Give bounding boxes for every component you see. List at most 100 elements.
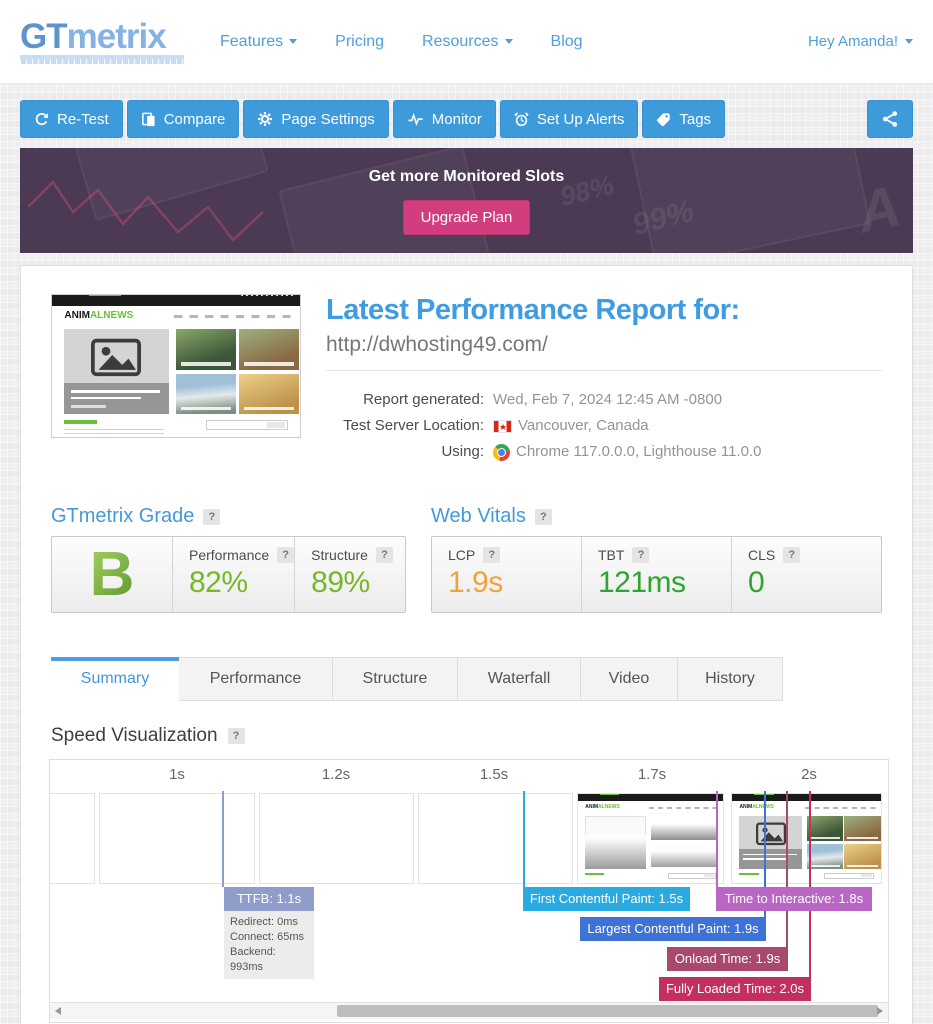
gtmetrix-grade-section: GTmetrix Grade? B Performance? 82% Struc… [51,505,406,614]
help-icon[interactable]: ? [534,508,552,525]
largest-contentful-paint-label[interactable]: Largest Contentful Paint: 1.9s [580,917,766,942]
mock-topbar [578,794,723,802]
ttfb-label[interactable]: TTFB: 1.1s [224,887,314,912]
filmstrip-frame-blank [99,793,255,885]
scrollbar-thumb[interactable] [337,1005,878,1018]
nav-item-features[interactable]: Features [220,32,298,51]
monitor-icon [408,112,423,126]
ttfb-connect: Connect: 65ms [230,931,304,944]
onload-time-label[interactable]: Onload Time: 1.9s [667,947,788,972]
banner-title: Get more Monitored Slots [368,168,565,185]
nav-label: Features [220,32,284,50]
user-menu-label: Hey Amanda! [807,33,898,50]
first-contentful-paint-label[interactable]: First Contentful Paint: 1.5s [523,887,690,912]
set-up-alerts-button[interactable]: Set Up Alerts [499,100,639,138]
report-url: http://dwhosting49.com/ [326,333,548,357]
time-to-interactive-label[interactable]: Time to Interactive: 1.8s [716,887,872,912]
filmstrip-frame-loading: ANIMALNEWS [577,793,724,885]
scroll-right-arrow[interactable] [877,1007,883,1016]
monitor-button[interactable]: Monitor [392,100,496,138]
structure-metric: Structure? 89% [294,537,405,613]
tab-performance[interactable]: Performance [179,657,333,702]
help-icon[interactable]: ? [483,547,501,564]
report-info: Latest Performance Report for: http://dw… [326,294,882,465]
tbt-metric: TBT? 121ms [581,537,731,613]
retest-button[interactable]: Re-Test [20,100,123,138]
nav-item-blog[interactable]: Blog [551,33,583,51]
mock-hero-caption [64,382,169,415]
help-icon[interactable]: ? [375,547,393,564]
mock-nav [173,314,293,319]
site-header: GTmetrix Features Pricing Resources Blog… [0,0,933,84]
report-toolbar: Re-Test Compare Page Settings Monitor Se… [20,100,913,138]
mock-hero-caption [739,849,803,870]
fully-loaded-time-label[interactable]: Fully Loaded Time: 2.0s [659,977,811,1002]
detail-label: Report generated: [363,391,484,409]
mock-hero-image [739,815,803,870]
image-placeholder-icon [755,822,786,845]
button-label: Re-Test [57,110,109,128]
mock-text-lines [64,427,164,435]
nav-item-pricing[interactable]: Pricing [335,33,384,51]
detail-value: Wed, Feb 7, 2024 12:45 AM -0800 [493,391,723,409]
upgrade-plan-button[interactable]: Upgrade Plan [402,200,531,235]
mock-article-image [239,373,300,415]
ttfb-backend: Backend: 993ms [230,946,276,974]
main-nav: Features Pricing Resources Blog [220,33,583,51]
cls-value: 0 [748,566,765,600]
tab-video[interactable]: Video [581,657,678,702]
gtmetrix-grade-heading: GTmetrix Grade? [51,505,406,528]
tab-waterfall[interactable]: Waterfall [458,657,581,702]
cls-metric: CLS? 0 [731,537,881,613]
chevron-down-icon [905,39,913,44]
canada-flag-icon [493,419,512,433]
speed-visualization-panel: 1s 1.2s 1.5s 1.7s 2s ANIMALNEWS [49,759,889,1024]
tab-structure[interactable]: Structure [333,657,458,702]
speed-visualization-heading: Speed Visualization? [51,725,882,747]
largest-contentful-paint-marker-line [764,791,766,918]
mock-article-image [176,329,237,370]
mock-article-image [806,843,843,870]
timeline-tick: 2s [801,766,817,784]
help-icon[interactable]: ? [632,547,650,564]
grade-letter-cell: B [52,537,172,612]
tags-button[interactable]: Tags [642,100,726,138]
detail-label: Using: [441,443,484,461]
banner-chart-decoration [28,180,264,242]
gtmetrix-logo[interactable]: GTmetrix [20,19,188,64]
help-icon[interactable]: ? [227,728,245,745]
mock-loading-gradient [585,835,647,870]
share-button[interactable] [867,100,913,138]
page-settings-button[interactable]: Page Settings [243,100,389,138]
mock-article-image [806,815,843,842]
user-menu[interactable]: Hey Amanda! [808,33,913,50]
help-icon[interactable]: ? [783,547,801,564]
metric-label: TBT? [598,547,731,564]
tag-icon [657,112,671,126]
help-icon[interactable]: ? [203,508,221,525]
nav-label: Pricing [335,32,385,50]
compare-icon [141,112,155,126]
button-label: Monitor [431,110,482,128]
help-icon[interactable]: ? [277,547,295,564]
button-label: Page Settings [281,110,375,128]
compare-button[interactable]: Compare [126,100,240,138]
grade-letter: B [89,539,135,609]
tab-history[interactable]: History [678,657,783,702]
web-vitals-heading: Web Vitals? [431,505,882,528]
chrome-icon [493,443,510,461]
divider [326,370,882,372]
mock-site-logo: ANIMALNEWS [64,309,134,321]
tab-summary[interactable]: Summary [51,657,179,702]
using-browser-row: Using: Chrome 117.0.0.0, Lighthouse 11.0… [326,439,882,465]
filmstrip-frame-loaded: ANIMALNEWS [731,793,882,885]
scroll-left-arrow[interactable] [55,1007,61,1016]
nav-item-resources[interactable]: Resources [422,33,513,51]
report-thumbnail[interactable]: ANIMALNEWS [51,294,301,438]
fully-loaded-time-marker-line [809,791,811,978]
mock-article-image [239,329,300,370]
filmstrip-frame-blank [259,793,414,885]
mock-article-image [844,843,881,870]
timeline-scrollbar[interactable] [50,1002,888,1020]
web-vitals-panel: LCP? 1.9s TBT? 121ms CLS? 0 [431,536,882,614]
